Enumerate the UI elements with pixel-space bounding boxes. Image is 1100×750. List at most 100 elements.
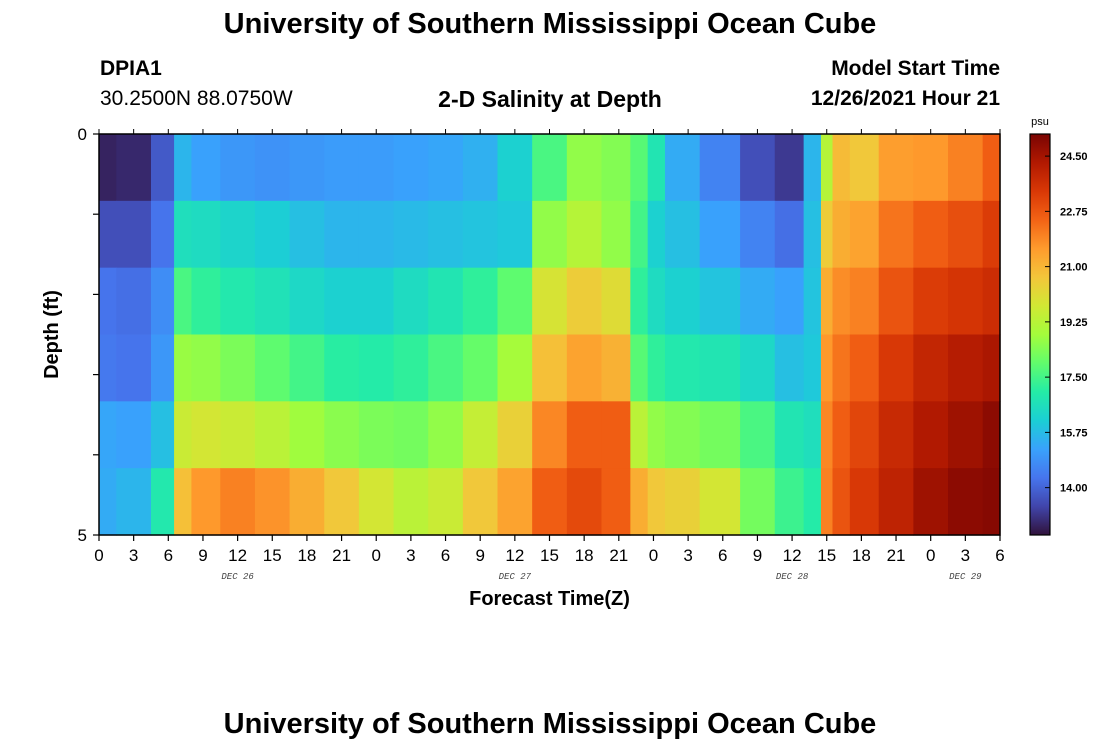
heatmap-cell — [428, 200, 464, 269]
heatmap-cell — [630, 468, 649, 536]
heatmap-cell — [948, 200, 984, 269]
heatmap-cell — [150, 468, 175, 536]
heatmap-cell — [803, 200, 822, 269]
heatmap-cell — [982, 468, 1001, 536]
heatmap-cell — [191, 468, 221, 536]
heatmap-cell — [832, 267, 851, 336]
heatmap-cell — [566, 334, 603, 402]
day-label: DEC 29 — [949, 572, 982, 582]
heatmap-cell — [849, 468, 880, 536]
heatmap-cell — [174, 334, 193, 402]
heatmap-cell — [601, 267, 631, 336]
heatmap-cell — [601, 401, 631, 469]
heatmap-cell — [832, 200, 851, 269]
heatmap-cell — [740, 401, 776, 469]
heatmap-cell — [820, 334, 834, 402]
heatmap-cell — [913, 267, 949, 336]
heatmap-cell — [462, 401, 499, 469]
heatmap-cell — [532, 267, 568, 336]
x-axis-label: Forecast Time(Z) — [469, 588, 630, 610]
heatmap-cell — [462, 200, 499, 269]
heatmap-cell — [566, 401, 603, 469]
heatmap-cell — [497, 134, 533, 202]
heatmap-cell — [497, 401, 533, 469]
heatmap-cell — [428, 401, 464, 469]
x-tick-label: 6 — [441, 546, 450, 565]
heatmap-cell — [878, 267, 914, 336]
heatmap-cell — [497, 267, 533, 336]
heatmap-cell — [324, 267, 360, 336]
heatmap-cell — [174, 401, 193, 469]
heatmap-cell — [803, 334, 822, 402]
heatmap-cell — [358, 267, 395, 336]
heatmap-cell — [849, 134, 880, 202]
heatmap-cell — [630, 267, 649, 336]
heatmap-cell — [665, 267, 701, 336]
heatmap-cell — [174, 267, 193, 336]
heatmap-cell — [393, 200, 429, 269]
colorbar-tick-label: 22.75 — [1060, 206, 1088, 218]
heatmap-cell — [774, 200, 805, 269]
heatmap-cell — [774, 134, 805, 202]
heatmap-cell — [630, 200, 649, 269]
heatmap-cell — [566, 468, 603, 536]
heatmap-cell — [99, 334, 117, 402]
heatmap-cell — [699, 200, 741, 269]
heatmap-cell — [358, 134, 395, 202]
heatmap-cell — [913, 200, 949, 269]
heatmap-cell — [699, 334, 741, 402]
heatmap-cell — [740, 267, 776, 336]
heatmap-cell — [532, 401, 568, 469]
heatmap-cell — [630, 401, 649, 469]
heatmap-cell — [358, 334, 395, 402]
heatmap-cell — [532, 334, 568, 402]
heatmap-cell — [324, 134, 360, 202]
heatmap-cell — [289, 334, 325, 402]
day-label: DEC 27 — [499, 572, 532, 582]
heatmap-cell — [803, 134, 822, 202]
heatmap-cell — [774, 468, 805, 536]
heatmap-cell — [324, 401, 360, 469]
heatmap-cell — [566, 200, 603, 269]
heatmap-cell — [191, 401, 221, 469]
heatmap-cell — [254, 334, 291, 402]
heatmap-cell — [99, 401, 117, 469]
x-tick-label: 15 — [540, 546, 559, 565]
colorbar-unit: psu — [1031, 116, 1049, 128]
heatmap-cell — [878, 200, 914, 269]
chart-subtitle: 2-D Salinity at Depth — [438, 86, 662, 112]
heatmap-cell — [428, 134, 464, 202]
heatmap-cell — [99, 200, 117, 269]
x-tick-label: 3 — [961, 546, 970, 565]
x-tick-label: 18 — [297, 546, 316, 565]
heatmap-cell — [99, 134, 117, 202]
x-tick-label: 18 — [852, 546, 871, 565]
colorbar-tick-label: 19.25 — [1060, 317, 1088, 329]
heatmap-cell — [982, 200, 1001, 269]
x-tick-label: 3 — [129, 546, 138, 565]
heatmap-cell — [699, 468, 741, 536]
x-tick-label: 18 — [575, 546, 594, 565]
heatmap-cell — [630, 134, 649, 202]
heatmap-cell — [601, 334, 631, 402]
colorbar-tick-label: 24.50 — [1060, 151, 1088, 163]
heatmap-cell — [358, 468, 395, 536]
heatmap-cell — [948, 267, 984, 336]
heatmap-cell — [566, 267, 603, 336]
x-tick-label: 21 — [887, 546, 906, 565]
heatmap-cell — [289, 134, 325, 202]
heatmap-cell — [601, 134, 631, 202]
heatmap-cell — [647, 334, 666, 402]
colorbar-tick-label: 14.00 — [1060, 483, 1088, 495]
heatmap-cell — [393, 401, 429, 469]
heatmap-cell — [428, 468, 464, 536]
heatmap-cell — [174, 468, 193, 536]
heatmap-cell — [150, 401, 175, 469]
heatmap-cell — [820, 401, 834, 469]
y-tick-label: 5 — [78, 526, 87, 545]
heatmap-cell — [462, 468, 499, 536]
y-axis-label: Depth (ft) — [41, 290, 63, 379]
x-tick-label: 21 — [332, 546, 351, 565]
heatmap-cell — [982, 134, 1001, 202]
day-label: DEC 26 — [221, 572, 254, 582]
